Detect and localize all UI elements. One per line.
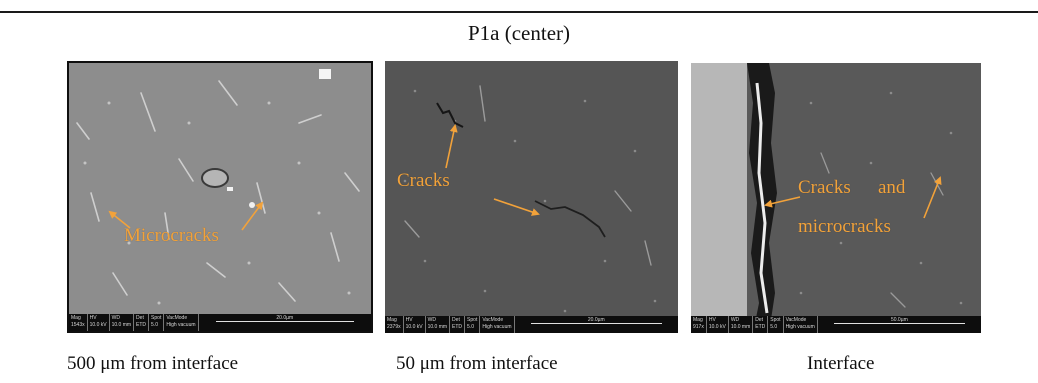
scale-label: 20.0µm: [276, 315, 294, 321]
infobar-header: WD: [427, 317, 436, 323]
sem-infobar: Mag 2379x HV 10.0 kV WD 10.0 mm Det ETD Spot…: [385, 316, 678, 333]
infobar-value: 1543x: [71, 322, 85, 328]
annotation-cracks-interface: Cracks: [798, 177, 851, 198]
infobar-value: ETD: [136, 322, 147, 328]
infobar-header: WD: [111, 315, 120, 321]
infobar-header: Mag: [387, 317, 397, 323]
infobar-value: 5.0: [151, 322, 158, 328]
annotation-microcracks-interface: microcracks: [798, 216, 891, 237]
infobar-header: HV: [405, 317, 413, 323]
scale-label: 50.0µm: [890, 317, 908, 323]
infobar-header: HV: [89, 315, 97, 321]
infobar-value: 10.0 mm: [730, 324, 751, 330]
infobar-value: 5.0: [770, 324, 778, 330]
infobar-value: High vacuum: [482, 324, 512, 330]
infobar-value: 10.0 mm: [427, 324, 448, 330]
infobar-value: 2379x: [387, 324, 401, 330]
sem-texture: [385, 61, 678, 333]
scale-bar: [530, 323, 662, 324]
sem-infobar: Mag 917x HV 10.0 kV WD 10.0 mm Det ETD Spot 5…: [691, 316, 981, 333]
sem-infobar: Mag 1543x HV 10.0 kV WD 10.0 mm Det ETD Spot…: [69, 314, 371, 331]
top-rule: [0, 11, 1038, 13]
scale-bar: [834, 323, 965, 324]
infobar-header: WD: [730, 317, 740, 323]
infobar-header: Mag: [71, 315, 81, 321]
annotation-cracks: Cracks: [397, 170, 450, 191]
infobar-header: Spot: [770, 317, 781, 323]
infobar-header: Mag: [693, 317, 703, 323]
infobar-value: 10.0 mm: [111, 322, 132, 328]
infobar-value: High vacuum: [166, 322, 196, 328]
infobar-header: Det: [136, 315, 144, 321]
caption-panel-2: 50 μm from interface: [396, 353, 558, 374]
infobar-value: High vacuum: [785, 324, 815, 330]
scale-bar: [215, 321, 354, 322]
scale-label: 20.0µm: [587, 317, 605, 323]
sem-texture: [69, 63, 371, 331]
annotation-microcracks: Microcracks: [124, 225, 219, 246]
infobar-header: Spot: [151, 315, 162, 321]
infobar-value: 10.0 kV: [405, 324, 423, 330]
infobar-header: Spot: [467, 317, 478, 323]
sem-texture: [691, 63, 981, 333]
infobar-header: VacMode: [785, 317, 807, 323]
sem-image-interface: Mag 917x HV 10.0 kV WD 10.0 mm Det ETD Spot 5…: [691, 63, 981, 333]
infobar-value: 5.0: [467, 324, 474, 330]
infobar-header: HV: [708, 317, 716, 323]
caption-panel-1: 500 μm from interface: [67, 353, 239, 374]
infobar-value: ETD: [755, 324, 766, 330]
sem-image-500um: Mag 1543x HV 10.0 kV WD 10.0 mm Det ETD Spot…: [67, 61, 373, 333]
infobar-value: 917x: [693, 324, 704, 330]
infobar-header: VacMode: [166, 315, 188, 321]
annotation-and: and: [878, 177, 906, 198]
infobar-header: Det: [452, 317, 460, 323]
infobar-value: ETD: [452, 324, 463, 330]
infobar-value: 10.0 kV: [89, 322, 107, 328]
figure-title: P1a (center): [467, 21, 571, 45]
infobar-header: Det: [755, 317, 764, 323]
caption-panel-3: Interface: [807, 353, 875, 374]
sem-image-50um: Mag 2379x HV 10.0 kV WD 10.0 mm Det ETD Spot…: [385, 61, 678, 333]
infobar-value: 10.0 kV: [708, 324, 726, 330]
infobar-header: VacMode: [482, 317, 504, 323]
